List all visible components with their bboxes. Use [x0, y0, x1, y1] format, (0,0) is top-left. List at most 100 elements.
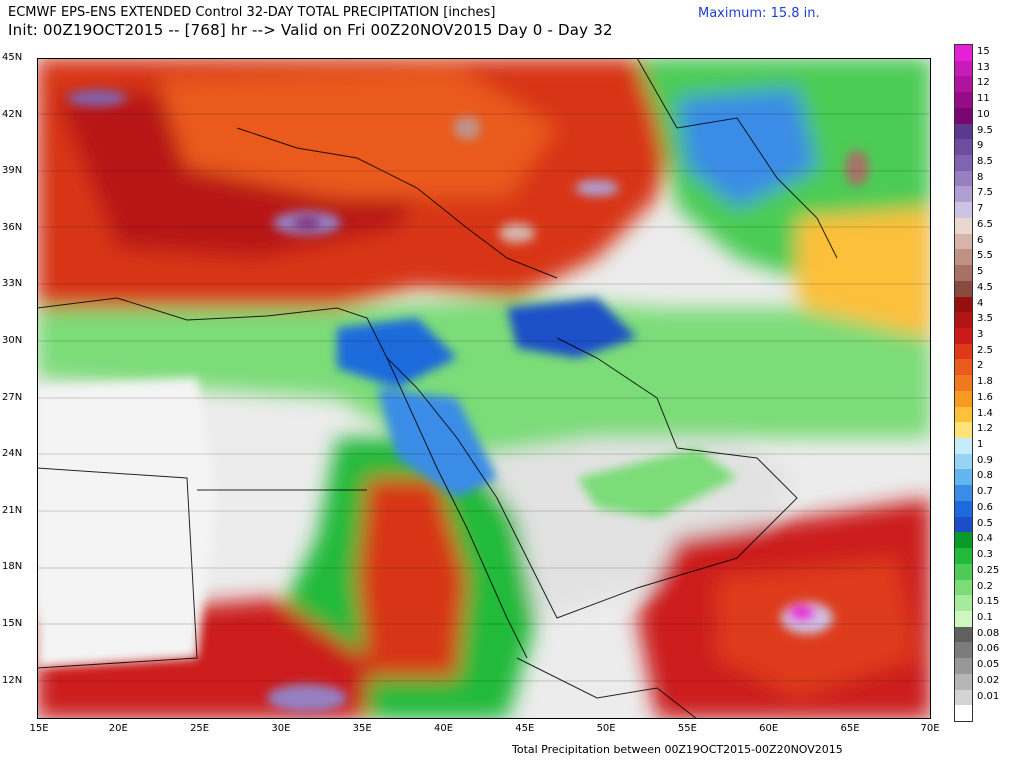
- latitude-label: 36N: [2, 221, 23, 233]
- colorbar-label: 5.5: [977, 250, 993, 262]
- colorbar-swatch: [955, 516, 972, 533]
- latitude-label: 27N: [2, 391, 23, 403]
- colorbar-label: 0.6: [977, 501, 993, 513]
- colorbar-swatch: [955, 76, 972, 93]
- longitude-label: 70E: [920, 723, 940, 734]
- longitude-label: 60E: [759, 723, 779, 734]
- latitude-label: 18N: [2, 561, 23, 573]
- colorbar-label: 0.25: [977, 564, 1000, 576]
- colorbar-swatch: [955, 155, 972, 172]
- colorbar-label: 0.01: [977, 690, 1000, 702]
- longitude-label: 15E: [29, 723, 49, 734]
- colorbar-swatch: [955, 60, 972, 77]
- longitude-label: 40E: [433, 723, 454, 734]
- latitude-label: 33N: [2, 278, 23, 290]
- longitude-label: 45E: [515, 723, 535, 734]
- colorbar-swatch: [955, 390, 972, 408]
- longitude-label: 55E: [677, 723, 697, 734]
- colorbar-label: 3.5: [977, 313, 993, 325]
- colorbar-swatch: [955, 705, 972, 722]
- colorbar-label: 0.4: [977, 533, 993, 545]
- colorbar-label: 10: [977, 108, 990, 120]
- colorbar-label: 9: [977, 140, 984, 152]
- precipitation-field: [37, 58, 931, 719]
- colorbar-label: 11: [977, 93, 990, 105]
- colorbar-label: 0.1: [977, 611, 993, 623]
- colorbar-swatch: [955, 217, 972, 235]
- longitude-label: 20E: [108, 723, 128, 734]
- colorbar-swatch: [955, 563, 972, 580]
- colorbar-swatch: [955, 312, 972, 329]
- colorbar-swatch: [955, 453, 972, 470]
- colorbar-label: 4: [977, 297, 984, 309]
- colorbar-swatch: [955, 579, 972, 596]
- colorbar-swatch: [955, 327, 972, 345]
- colorbar-swatch: [955, 92, 972, 109]
- colorbar-swatch: [955, 610, 972, 628]
- colorbar-swatch: [955, 532, 972, 549]
- colorbar-swatch: [955, 626, 972, 643]
- longitude-label: 65E: [840, 723, 860, 734]
- colorbar-label: 1.2: [977, 423, 993, 435]
- colorbar-label: 8: [977, 171, 984, 183]
- colorbar-label: 0.8: [977, 470, 993, 482]
- colorbar-label: 8.5: [977, 156, 993, 168]
- colorbar-label: 0.02: [977, 674, 1000, 686]
- precipitation-map: [37, 58, 931, 719]
- colorbar-swatch: [955, 658, 972, 675]
- latitude-label: 12N: [2, 674, 23, 686]
- colorbar-swatch: [955, 343, 972, 360]
- colorbar-swatch: [955, 406, 972, 423]
- colorbar-label: 2: [977, 360, 984, 372]
- colorbar-swatch: [955, 359, 972, 376]
- colorbar-legend: [954, 44, 973, 722]
- colorbar-swatch: [955, 642, 972, 659]
- colorbar-swatch: [955, 469, 972, 486]
- colorbar-label: 13: [977, 61, 990, 73]
- colorbar-swatch: [955, 265, 972, 282]
- colorbar-swatch: [955, 500, 972, 518]
- colorbar-label: 12: [977, 77, 990, 89]
- colorbar-swatch: [955, 123, 972, 140]
- latitude-label: 24N: [2, 448, 23, 460]
- latitude-label: 21N: [2, 504, 23, 516]
- colorbar-label: 1: [977, 439, 984, 451]
- colorbar-label: 1.8: [977, 376, 993, 388]
- longitude-label: 35E: [352, 723, 372, 734]
- colorbar-swatch: [955, 186, 972, 203]
- colorbar-label: 5: [977, 266, 984, 278]
- colorbar-swatch: [955, 485, 972, 502]
- colorbar-swatch: [955, 673, 972, 691]
- colorbar-label: 7: [977, 203, 984, 215]
- colorbar-label: 7.5: [977, 187, 993, 199]
- colorbar-swatch: [955, 689, 972, 706]
- colorbar-swatch: [955, 202, 972, 219]
- latitude-label: 45N: [2, 52, 23, 63]
- colorbar-swatch: [955, 170, 972, 187]
- colorbar-label: 0.5: [977, 517, 993, 529]
- colorbar-swatch: [955, 107, 972, 125]
- colorbar-swatch: [955, 296, 972, 313]
- longitude-label: 30E: [271, 723, 291, 734]
- colorbar-swatch: [955, 139, 972, 156]
- colorbar-label: 1.6: [977, 391, 993, 403]
- longitude-label: 25E: [190, 723, 210, 734]
- colorbar-label: 0.05: [977, 659, 1000, 671]
- latitude-label: 15N: [2, 618, 23, 629]
- colorbar-label: 0.08: [977, 627, 1000, 639]
- colorbar-swatch: [955, 375, 972, 392]
- colorbar-label: 0.2: [977, 580, 993, 592]
- colorbar-swatch: [955, 233, 972, 250]
- map-title: ECMWF EPS-ENS EXTENDED Control 32-DAY TO…: [8, 5, 496, 20]
- colorbar-swatch: [955, 548, 972, 565]
- colorbar-label: 3: [977, 328, 984, 340]
- colorbar-label: 6: [977, 234, 984, 246]
- colorbar-swatch: [955, 438, 972, 455]
- colorbar-label: 4.5: [977, 281, 993, 293]
- colorbar-label: 1.4: [977, 407, 993, 419]
- colorbar-label: 0.15: [977, 596, 1000, 608]
- latitude-label: 39N: [2, 165, 23, 177]
- colorbar-label: 6.5: [977, 218, 993, 230]
- longitude-label: 50E: [596, 723, 616, 734]
- colorbar-label: 0.3: [977, 549, 993, 561]
